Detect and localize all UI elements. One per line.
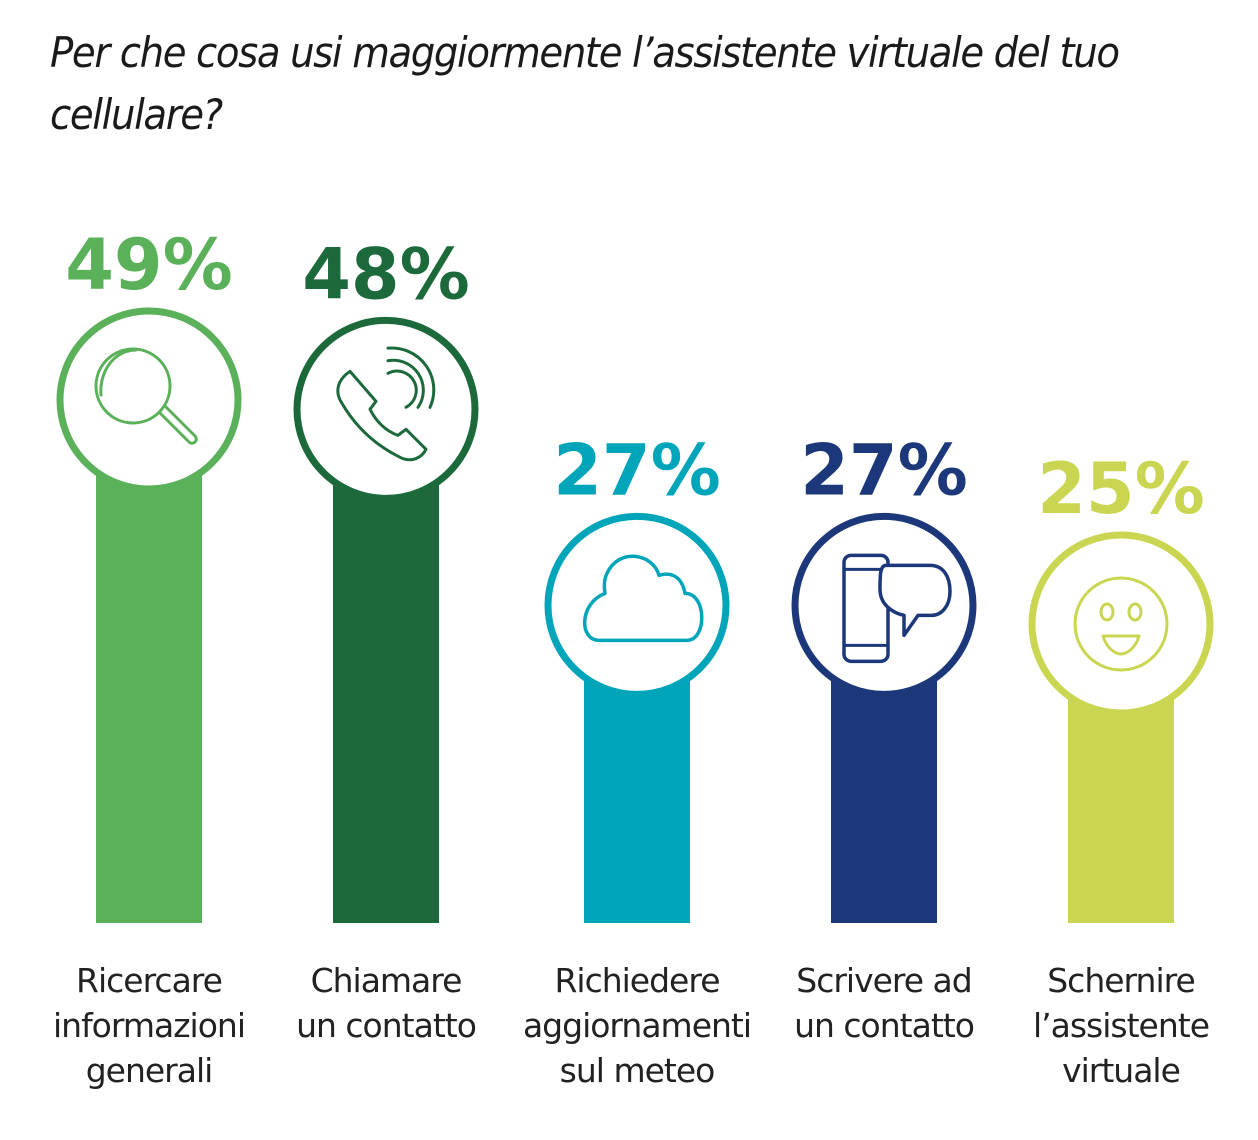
category-label: informazioni [53, 1006, 245, 1045]
bar-circle [293, 316, 479, 502]
category-label: un contatto [794, 1006, 974, 1045]
bar-circle [544, 512, 730, 698]
category-label: Chiamare [311, 961, 462, 1000]
bar-group: 25% Schernire l’assistente virtuale [1028, 448, 1214, 1090]
phone-call-icon [336, 346, 436, 462]
bar-group: 49% Ricercare informazioni generali [53, 224, 246, 1090]
search-icon [94, 347, 198, 445]
category-label: Richiedere [554, 961, 719, 1000]
face [1073, 576, 1169, 672]
magnifier-handle [157, 404, 198, 445]
category-label: Schernire [1047, 961, 1195, 1000]
category-label: virtuale [1062, 1051, 1180, 1090]
value-label: 48% [302, 233, 470, 315]
signal-wave [386, 346, 436, 409]
bar-group: 27% Scrivere ad un contatto [791, 429, 977, 1045]
category-label: sul meteo [560, 1051, 715, 1090]
chart-title: Per che cosa usi maggiormente l’assisten… [50, 28, 1120, 139]
bar-group: 27% Richiedere aggiornamenti sul meteo [523, 429, 752, 1090]
cloud-icon [583, 554, 704, 643]
value-label: 49% [65, 224, 233, 306]
cloud-shape [583, 554, 704, 643]
speech-bubble [878, 563, 952, 638]
smiley-icon [1073, 576, 1169, 672]
category-label: Scrivere ad [796, 961, 971, 1000]
value-label: 27% [800, 429, 968, 511]
category-label: generali [86, 1051, 213, 1090]
category-label: un contatto [296, 1006, 476, 1045]
value-label: 27% [553, 429, 721, 511]
value-label: 25% [1037, 448, 1205, 530]
bar-group: 48% Chiamare un contatto [293, 233, 479, 1045]
category-label: l’assistente [1033, 1006, 1209, 1045]
smile [1101, 634, 1141, 656]
left-eye [1099, 602, 1115, 622]
handset [336, 369, 428, 462]
category-label: aggiornamenti [523, 1006, 751, 1045]
signal-wave [386, 358, 425, 409]
signal-wave [386, 369, 418, 409]
bar-circle [56, 307, 242, 493]
category-label: Ricercare [76, 961, 222, 1000]
phone-message-icon [842, 553, 952, 664]
bar-circle [1028, 531, 1214, 717]
right-eye [1127, 602, 1143, 622]
magnifier-glint [99, 348, 138, 397]
